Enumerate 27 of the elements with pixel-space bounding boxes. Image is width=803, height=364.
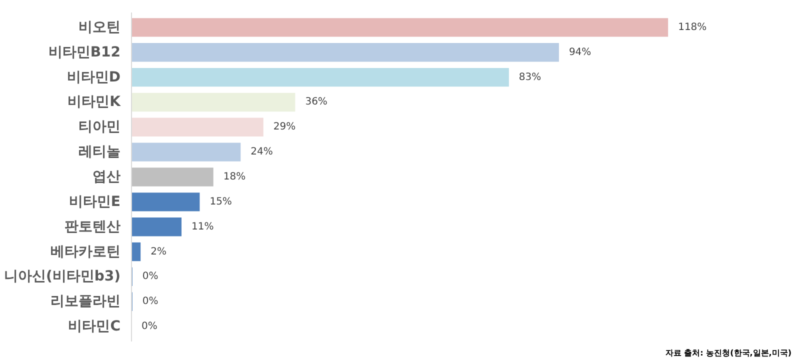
data-label: 29% [273,122,296,133]
y-tick-label: 비오틴 [78,19,120,36]
data-label: 24% [250,146,273,158]
y-tick-label: 비타민D [66,69,121,86]
y-tick-label: 레티놀 [78,144,120,160]
data-label: 0% [142,271,158,282]
y-tick-label: 비타민E [68,194,121,210]
data-label: 94% [568,46,592,58]
data-label: 118% [678,22,707,33]
y-tick-label: 리보플라빈 [50,294,120,310]
y-tick-label: 판토텐산 [64,218,120,235]
y-tick-label: 비타민B12 [48,44,121,60]
data-label: 11% [192,221,214,232]
y-tick-label: 엽산 [92,169,120,185]
y-tick-label: 니아신(비타민b3) [4,268,121,285]
data-label: 15% [210,196,232,208]
y-tick-label: 비타민K [68,94,122,110]
text: 자료 출처: 농진청(한국,일본,미국) [665,348,792,358]
data-label: 18% [223,172,246,182]
y-tick-label: 티아민 [78,119,120,136]
data-label: 83% [518,72,542,83]
data-label: 2% [150,246,166,258]
data-label: 0% [142,321,158,332]
data-label: 0% [142,296,158,308]
y-tick-label: 베타카로틴 [50,244,120,260]
y-tick-label: 비타민C [68,318,121,335]
data-label: 36% [305,96,328,108]
